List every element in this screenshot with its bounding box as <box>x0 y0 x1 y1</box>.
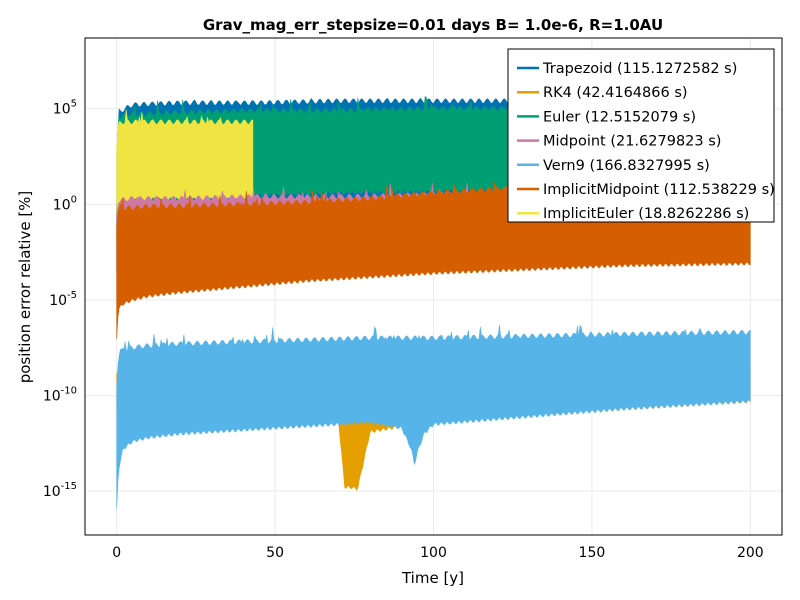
y-tick-label: 10-15 <box>43 481 77 500</box>
legend-label: Trapezoid (115.1272582 s) <box>542 61 737 77</box>
y-tick-exponent: 0 <box>71 194 77 205</box>
y-tick-base: 10 <box>49 293 67 309</box>
legend: Trapezoid (115.1272582 s) RK4 (42.4164866… <box>507 48 775 223</box>
y-axis-label: position error relative [%] <box>16 191 34 384</box>
x-tick-label: 0 <box>112 545 121 561</box>
x-tick-label: 50 <box>266 545 284 561</box>
y-tick-label: 105 <box>53 99 77 118</box>
y-tick-exponent: -10 <box>61 385 77 396</box>
plot-frame <box>84 37 783 536</box>
y-tick-label: 10-10 <box>43 385 77 404</box>
legend-box <box>507 48 775 223</box>
chart-title: Grav_mag_err_stepsize=0.01 days B= 1.0e-… <box>203 16 663 34</box>
x-tick-label: 150 <box>579 545 606 561</box>
y-tick-base: 10 <box>43 484 61 500</box>
x-tick-label: 100 <box>420 545 447 561</box>
y-tick-exponent: -5 <box>67 290 77 301</box>
legend-label: Euler (12.5152079 s) <box>543 109 696 125</box>
y-tick-base: 10 <box>53 197 71 213</box>
legend-label: ImplicitEuler (18.8262286 s) <box>543 206 749 222</box>
series-band-vern9 <box>116 324 751 509</box>
x-axis-label: Time [y] <box>401 569 464 587</box>
x-tick-label: 200 <box>737 545 764 561</box>
legend-label: ImplicitMidpoint (112.538229 s) <box>543 182 775 198</box>
y-tick-base: 10 <box>53 102 71 118</box>
legend-label: RK4 (42.4164866 s) <box>543 85 688 101</box>
y-tick-label: 10-5 <box>49 290 77 309</box>
y-tick-base: 10 <box>43 388 61 404</box>
legend-label: Vern9 (166.8327995 s) <box>543 158 710 174</box>
legend-label: Midpoint (21.6279823 s) <box>543 134 721 150</box>
y-tick-label: 100 <box>53 194 77 213</box>
y-tick-exponent: -15 <box>61 481 77 492</box>
y-tick-exponent: 5 <box>71 99 77 110</box>
